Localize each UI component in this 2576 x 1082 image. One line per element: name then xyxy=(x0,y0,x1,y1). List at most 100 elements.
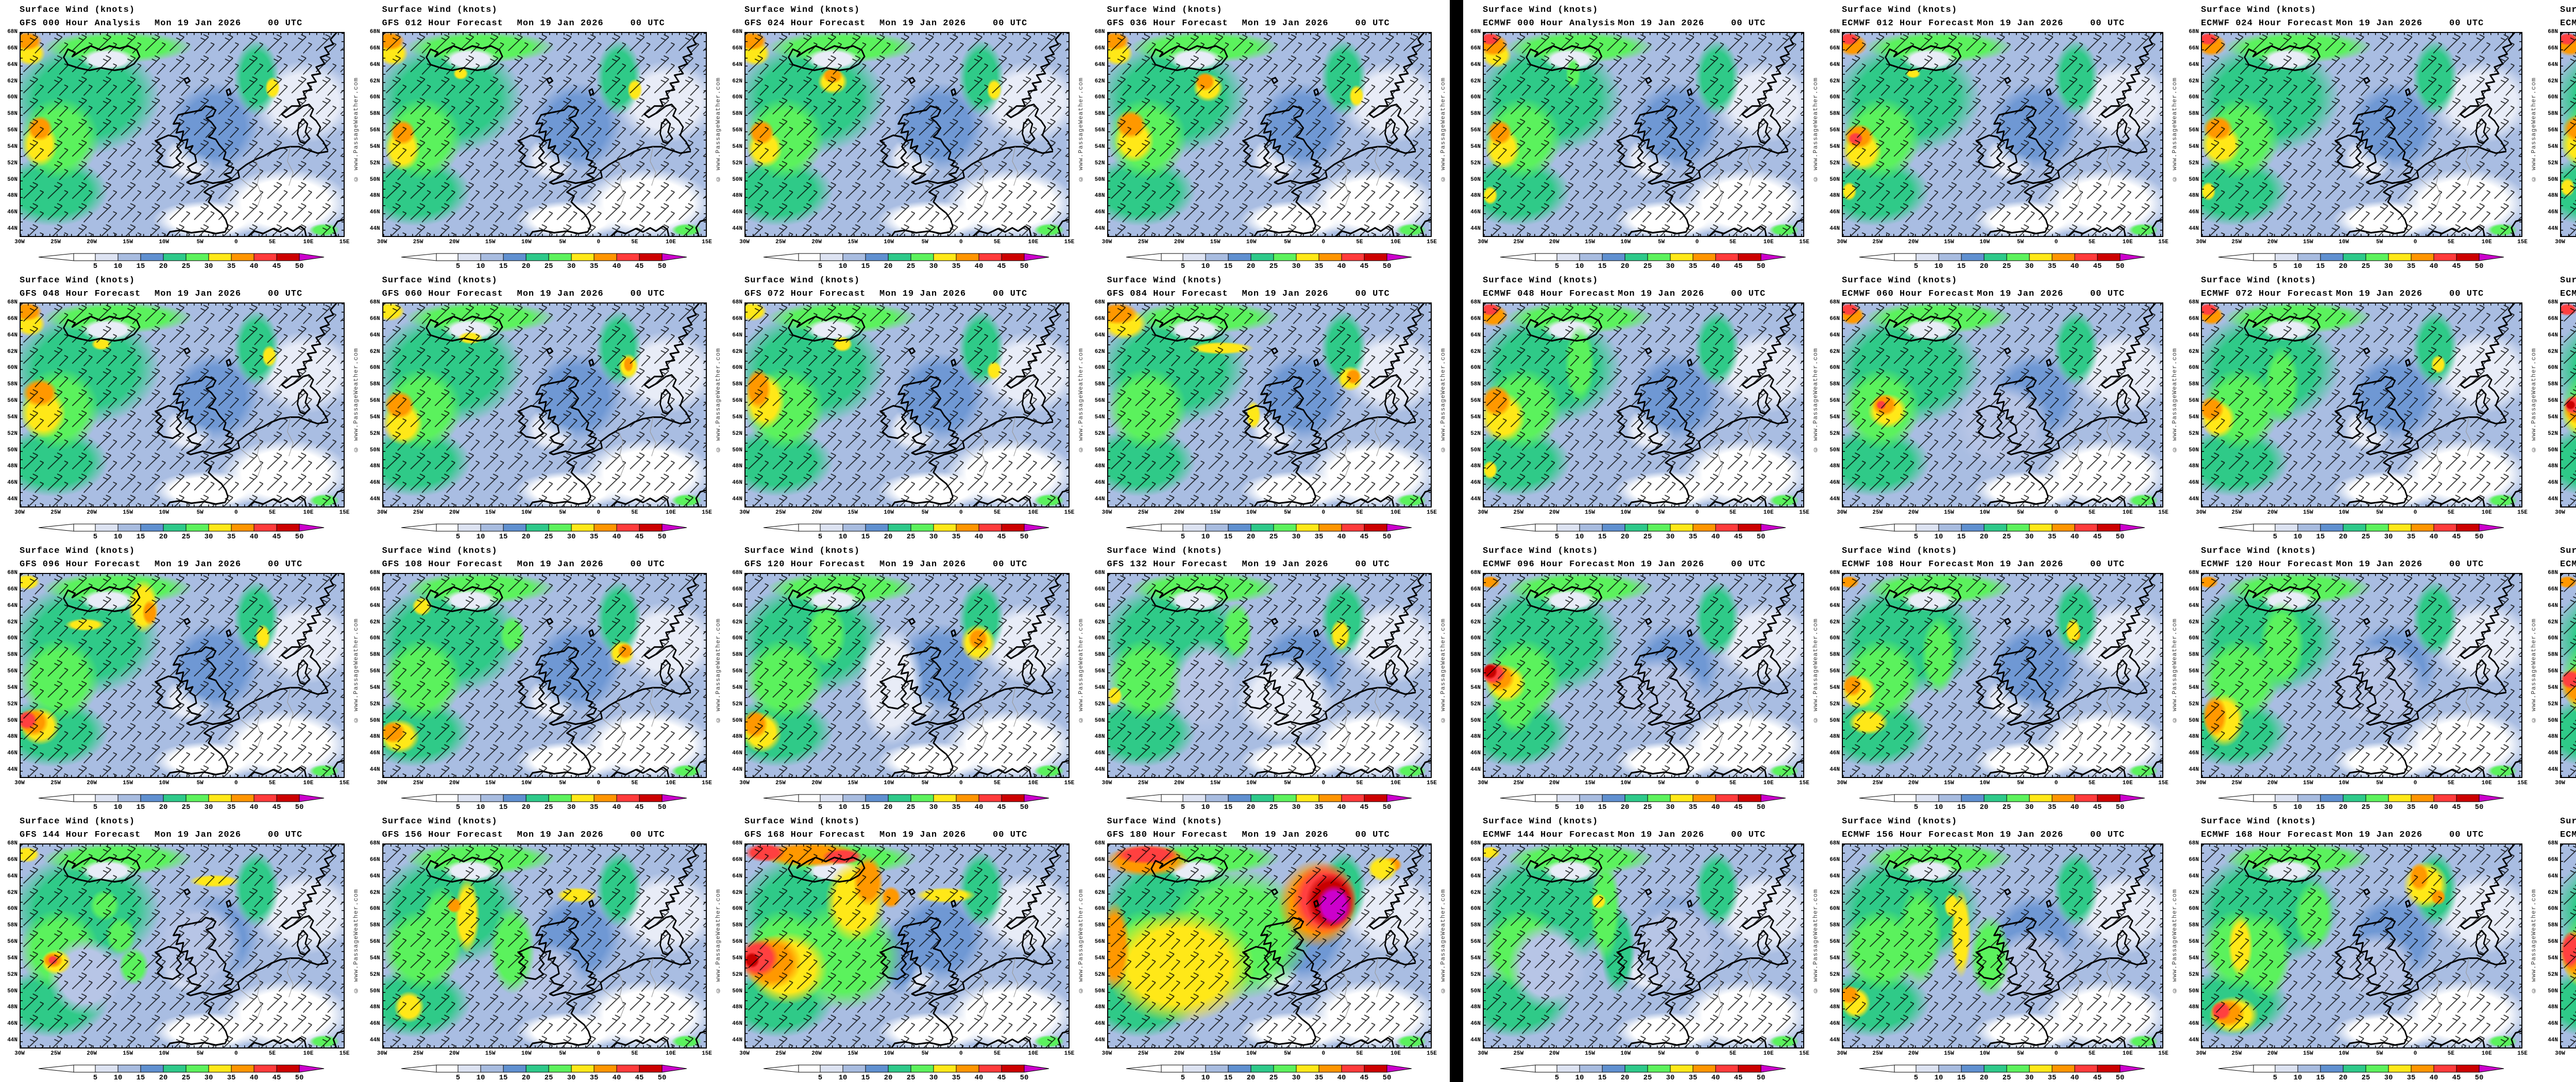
lat-axis-label: 60N xyxy=(1470,365,1481,371)
lon-axis-label: 30W xyxy=(1101,510,1112,516)
colorbar-head-arrow xyxy=(1386,794,1412,802)
colorbar-segment xyxy=(503,1064,527,1073)
map-ticks-bottom xyxy=(745,775,1069,777)
wind-map xyxy=(1107,843,1432,1049)
wind-speed-colorbar: 5 10 15 20 25 30 35 40 45 50 xyxy=(1859,253,2145,269)
colorbar-segment xyxy=(276,523,300,532)
map-ticks-bottom xyxy=(383,504,706,506)
lat-axis-label: 66N xyxy=(2189,586,2199,593)
panel-time: 00 UTC xyxy=(2090,560,2125,569)
watermark-text: © www.PassageWeather.com xyxy=(1812,348,1819,453)
colorbar-segment xyxy=(231,1064,255,1073)
colorbar-segment xyxy=(2029,1064,2053,1073)
watermark-text: © www.PassageWeather.com xyxy=(2171,348,2178,453)
lat-axis-label: 50N xyxy=(1094,988,1105,994)
colorbar-segment xyxy=(798,794,821,802)
colorbar-tick-label: 10 xyxy=(1575,1074,1584,1080)
lon-axis-label: 20W xyxy=(811,239,822,245)
colorbar-tick-label: 10 xyxy=(839,1074,848,1080)
panel-date: Mon 19 Jan 2026 xyxy=(1977,830,2064,840)
colorbar-segment xyxy=(2433,523,2457,532)
colorbar-tick-label: 35 xyxy=(227,262,236,269)
colorbar-tick-label: 45 xyxy=(1360,262,1368,269)
wind-speed-colorbar: 5 10 15 20 25 30 35 40 45 50 xyxy=(764,794,1049,810)
lon-axis-label: 20W xyxy=(1174,780,1184,786)
wind-map xyxy=(2560,843,2576,1049)
lon-axis-label: 15E xyxy=(1799,239,1809,245)
colorbar-tick-label: 5 xyxy=(456,803,460,810)
lat-axis-label: 54N xyxy=(1829,684,1840,691)
panel-date: Mon 19 Jan 2026 xyxy=(879,289,967,299)
colorbar-segment xyxy=(1894,253,1917,261)
colorbar-tick-label: 45 xyxy=(273,803,281,810)
lat-axis-label: 64N xyxy=(369,61,380,68)
panel-subtitle: GFS 036 Hour Forecast xyxy=(1107,19,1228,28)
colorbar-tick-label: 30 xyxy=(929,803,938,810)
lat-axis-label: 46N xyxy=(1094,209,1105,216)
lat-axis-label: 60N xyxy=(1829,94,1840,101)
wind-speed-colorbar: 5 10 15 20 25 30 35 40 45 50 xyxy=(764,253,1049,269)
colorbar-segment xyxy=(117,1064,141,1073)
panel-subtitle: GFS 072 Hour Forecast xyxy=(744,289,866,299)
lon-axis-label: 0 xyxy=(1321,510,1326,516)
colorbar-segment xyxy=(140,794,164,802)
colorbar-head-arrow xyxy=(299,523,325,532)
lat-axis-label: 48N xyxy=(7,193,18,199)
lat-axis-label: 52N xyxy=(7,430,18,437)
lon-axis-label: 15E xyxy=(2517,510,2528,516)
lon-axis-label: 15W xyxy=(485,1051,496,1057)
colorbar-segment xyxy=(95,1064,118,1073)
colorbar-segment xyxy=(2456,1064,2480,1073)
lon-axis-label: 10W xyxy=(521,510,532,516)
lat-axis-label: 52N xyxy=(369,971,380,978)
wind-barbs-and-coastline xyxy=(2561,303,2576,506)
lat-axis-label: 60N xyxy=(2189,365,2199,371)
lon-axis-label: 10W xyxy=(1620,1051,1631,1057)
lon-axis-label: 25W xyxy=(775,510,786,516)
colorbar-segment xyxy=(1916,523,1939,532)
panel-subtitle: GFS 096 Hour Forecast xyxy=(20,560,141,569)
lon-axis-label: 0 xyxy=(2413,510,2417,516)
lat-axis-label: 44N xyxy=(7,496,18,503)
lat-axis-label: 46N xyxy=(2548,1021,2558,1027)
lat-axis-label: 52N xyxy=(1094,701,1105,707)
lat-axis-label: 44N xyxy=(732,1037,742,1044)
colorbar-tick-label: 5 xyxy=(1914,262,1918,269)
lat-axis-label: 60N xyxy=(1829,365,1840,371)
panel-date: Mon 19 Jan 2026 xyxy=(1977,289,2064,299)
colorbar-segment xyxy=(185,1064,209,1073)
lon-axis-label: 10E xyxy=(1028,1051,1039,1057)
colorbar-segment xyxy=(2052,794,2075,802)
colorbar-tick-label: 50 xyxy=(657,262,666,269)
lat-axis-label: 60N xyxy=(369,635,380,642)
panel-subtitle: ECMWF 012 Hour Forecast xyxy=(1842,19,1975,28)
colorbar-tick-label: 30 xyxy=(205,803,213,810)
map-ticks-left xyxy=(21,303,23,506)
panel-date: Mon 19 Jan 2026 xyxy=(1977,560,2064,569)
lon-axis-label: 25W xyxy=(50,510,61,516)
lat-axis-label: 56N xyxy=(2548,939,2558,945)
colorbar-tick-label: 20 xyxy=(2339,803,2348,810)
wind-barbs-overlay xyxy=(2561,574,2576,777)
lat-axis-label: 54N xyxy=(2189,684,2199,691)
lat-axis-label: 46N xyxy=(1470,209,1481,216)
colorbar-segment xyxy=(2097,1064,2121,1073)
map-ticks-right xyxy=(1066,303,1069,506)
lat-axis-label: 66N xyxy=(732,45,742,52)
lat-axis-label: 48N xyxy=(2548,193,2558,199)
lat-axis-label: 64N xyxy=(2189,332,2199,339)
colorbar-segment xyxy=(1670,794,1693,802)
colorbar-tick-label: 25 xyxy=(2362,533,2370,539)
colorbar-head-arrow xyxy=(299,1064,325,1073)
lon-axis-label: 10W xyxy=(1620,510,1631,516)
colorbar-tail-arrow xyxy=(2218,794,2254,802)
colorbar-segment xyxy=(956,253,979,261)
panel-subtitle: GFS 180 Hour Forecast xyxy=(1107,830,1228,840)
lat-axis-label: 44N xyxy=(7,226,18,232)
lon-axis-label: 15E xyxy=(1799,510,1809,516)
lon-axis-label: 5E xyxy=(2088,239,2095,245)
lon-axis-label: 25W xyxy=(1872,780,1883,786)
colorbar-segment xyxy=(2253,523,2276,532)
map-ticks-right xyxy=(2160,303,2162,506)
lat-axis-label: 58N xyxy=(2189,111,2199,117)
